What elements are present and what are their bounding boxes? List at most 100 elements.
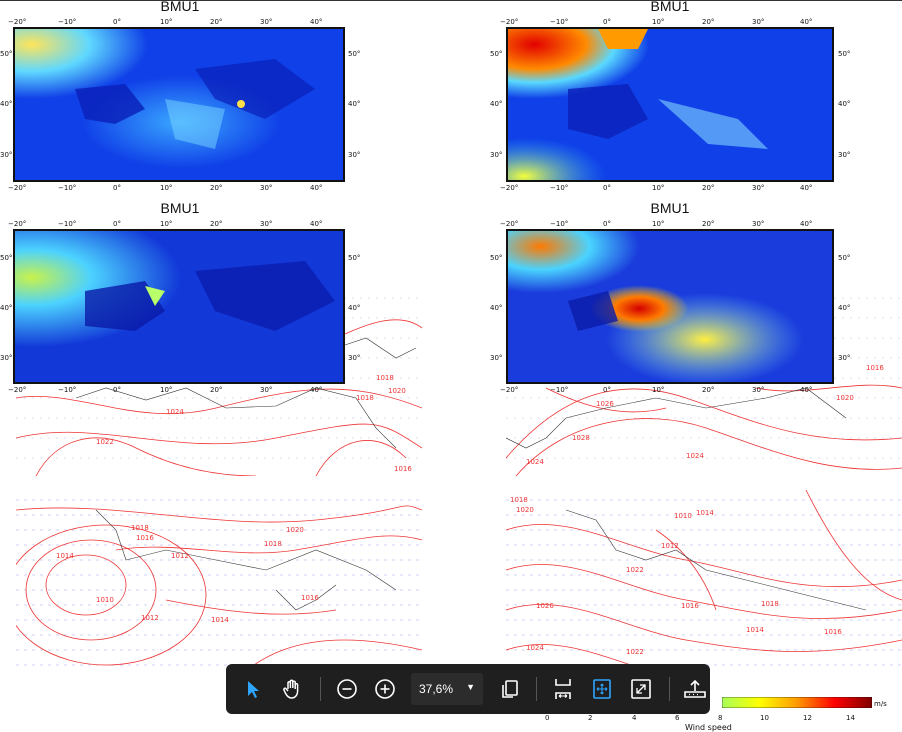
viewer-toolbar: 37,6% ▼: [226, 664, 710, 714]
axis-tick-label: −20°: [500, 18, 519, 26]
axis-tick-label: 10°: [160, 184, 173, 192]
toolbar-divider: [669, 677, 670, 701]
isobar-label: 1020: [516, 506, 534, 514]
isobar-label: 1022: [626, 566, 644, 574]
zoom-in-button[interactable]: [369, 673, 401, 705]
axis-tick-label: 50°: [0, 50, 13, 58]
isobar-label: 1024: [526, 644, 544, 652]
axis-tick-label: 40°: [800, 386, 813, 394]
axis-tick-label: 20°: [210, 220, 223, 228]
axis-tick-label: 30°: [0, 151, 13, 159]
upload-button[interactable]: [679, 673, 711, 705]
axis-tick-label: 40°: [310, 184, 323, 192]
axis-tick-label: 0°: [603, 386, 611, 394]
colorbar-tick: 10: [760, 714, 769, 722]
zoom-out-button[interactable]: [331, 673, 363, 705]
isobar-label: 1024: [686, 452, 704, 460]
select-tool-button[interactable]: [237, 673, 269, 705]
isobar-label: 1016: [301, 594, 319, 602]
axis-tick-label: 30°: [752, 18, 765, 26]
panel-title: BMU1: [650, 0, 690, 14]
colorbar-tick: 6: [675, 714, 680, 722]
axis-tick-label: 30°: [838, 354, 851, 362]
isobar-label: 1010: [96, 596, 114, 604]
axis-tick-label: 30°: [348, 151, 361, 159]
colorbar-tick: 14: [846, 714, 855, 722]
top-border: [0, 0, 902, 1]
axis-tick-label: 50°: [490, 254, 503, 262]
colorbar-tick: 8: [718, 714, 723, 722]
copy-pages-icon: [502, 680, 518, 698]
isobar-label: 1018: [131, 524, 149, 532]
isobar-label: 1014: [56, 552, 74, 560]
axis-tick-label: 30°: [0, 354, 13, 362]
axis-tick-label: −10°: [58, 386, 77, 394]
isobar-label: 1012: [141, 614, 159, 622]
isobar-label: 1010: [674, 512, 692, 520]
axis-tick-label: 10°: [652, 18, 665, 26]
fit-width-button[interactable]: [547, 673, 579, 705]
isobar-label: 1016: [824, 628, 842, 636]
axis-tick-label: 20°: [702, 18, 715, 26]
isobar-label: 1022: [96, 438, 114, 446]
axis-tick-label: 40°: [0, 304, 13, 312]
axis-tick-label: 10°: [652, 184, 665, 192]
isobar-label: 1018: [356, 394, 374, 402]
fit-page-button[interactable]: [586, 673, 618, 705]
axis-tick-label: 30°: [260, 220, 273, 228]
axis-tick-label: 40°: [490, 100, 503, 108]
axis-tick-label: 50°: [838, 50, 851, 58]
isobar-label: 1022: [626, 648, 644, 656]
axis-tick-label: 20°: [210, 386, 223, 394]
axis-tick-label: 20°: [210, 184, 223, 192]
isobar-label: 1014: [211, 616, 229, 624]
axis-tick-label: 50°: [348, 254, 361, 262]
fullscreen-button[interactable]: [625, 673, 657, 705]
isobar-label: 1028: [572, 434, 590, 442]
wind-speed-map: [13, 27, 345, 182]
axis-tick-label: 0°: [113, 184, 121, 192]
axis-tick-label: 50°: [0, 254, 13, 262]
axis-tick-label: 40°: [800, 184, 813, 192]
axis-tick-label: 30°: [490, 151, 503, 159]
axis-tick-label: −20°: [8, 18, 27, 26]
fit-page-icon: [593, 679, 611, 699]
axis-tick-label: −10°: [58, 220, 77, 228]
axis-tick-label: 50°: [838, 254, 851, 262]
colorbar-tick: 12: [803, 714, 812, 722]
axis-tick-label: −10°: [58, 18, 77, 26]
axis-tick-label: −20°: [8, 184, 27, 192]
zoom-level-select[interactable]: 37,6% ▼: [411, 673, 483, 705]
page-copy-button[interactable]: [494, 673, 526, 705]
colorbar-unit: m/s: [874, 700, 887, 708]
axis-tick-label: 0°: [603, 18, 611, 26]
axis-tick-label: 10°: [160, 386, 173, 394]
axis-tick-label: −10°: [550, 18, 569, 26]
wind-speed-map: [13, 229, 345, 384]
isobar-label: 1018: [761, 600, 779, 608]
isobar-map-d: 1018 1020 1010 1014 1012 1022 1016 1018 …: [506, 490, 902, 680]
axis-tick-label: 0°: [603, 220, 611, 228]
axis-tick-label: 40°: [0, 100, 13, 108]
colorbar-tick: 0: [545, 714, 550, 722]
axis-tick-label: 30°: [490, 354, 503, 362]
axis-tick-label: −10°: [58, 184, 77, 192]
axis-tick-label: 40°: [800, 220, 813, 228]
panel-title: BMU1: [160, 200, 200, 216]
minus-circle-icon: [337, 679, 357, 699]
axis-tick-label: 50°: [348, 50, 361, 58]
isobar-label: 1020: [388, 387, 406, 395]
plus-circle-icon: [375, 679, 395, 699]
axis-tick-label: 40°: [838, 100, 851, 108]
isobar-label: 1014: [746, 626, 764, 634]
hand-tool-button[interactable]: [276, 673, 308, 705]
isobar-label: 1026: [536, 602, 554, 610]
isobar-label: 1024: [526, 458, 544, 466]
zoom-level-value: 37,6%: [419, 682, 454, 696]
wind-speed-map: [506, 27, 834, 182]
axis-tick-label: 30°: [260, 184, 273, 192]
panel-title: BMU1: [160, 0, 200, 14]
isobar-label: 1018: [510, 496, 528, 504]
axis-tick-label: 10°: [160, 18, 173, 26]
axis-tick-label: 30°: [752, 386, 765, 394]
